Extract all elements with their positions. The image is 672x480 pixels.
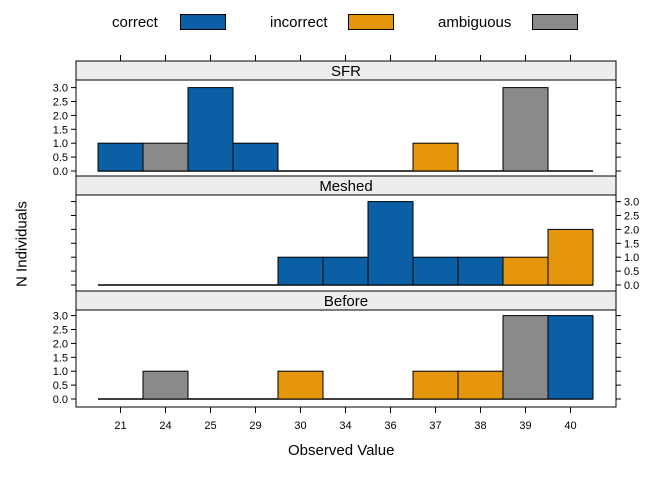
y-tick-label: 1.5 bbox=[53, 352, 68, 364]
bar bbox=[457, 370, 504, 400]
x-tick-label: 21 bbox=[114, 420, 126, 432]
panel-title: Meshed bbox=[319, 178, 372, 195]
y-tick-label: 1.0 bbox=[53, 138, 68, 150]
x-tick-label: 38 bbox=[474, 420, 486, 432]
bar bbox=[277, 256, 324, 286]
bar bbox=[502, 315, 549, 400]
y-tick-label: 0.5 bbox=[53, 380, 68, 392]
x-tick-label: 40 bbox=[564, 420, 576, 432]
y-tick-label: 0.0 bbox=[624, 280, 639, 292]
y-tick-label: 3.0 bbox=[624, 197, 639, 209]
panel-title: Before bbox=[324, 293, 368, 310]
panel-title: SFR bbox=[331, 63, 361, 80]
y-tick-label: 2.5 bbox=[624, 211, 639, 223]
bar bbox=[457, 256, 504, 286]
x-tick-label: 24 bbox=[159, 420, 171, 432]
legend-label-correct: correct bbox=[112, 14, 158, 31]
legend: correct incorrect ambiguous bbox=[0, 12, 672, 36]
legend-label-incorrect: incorrect bbox=[270, 14, 328, 31]
y-tick-label: 1.0 bbox=[624, 252, 639, 264]
bar bbox=[547, 228, 594, 286]
y-tick-label: 3.0 bbox=[53, 311, 68, 323]
bar bbox=[502, 256, 549, 286]
y-tick-label: 1.5 bbox=[624, 238, 639, 250]
legend-label-ambiguous: ambiguous bbox=[438, 14, 512, 31]
y-tick-label: 2.0 bbox=[53, 338, 68, 350]
x-tick-label: 39 bbox=[519, 420, 531, 432]
y-tick-label: 0.0 bbox=[53, 166, 68, 178]
y-tick-label: 0.5 bbox=[53, 152, 68, 164]
x-tick-label: 30 bbox=[294, 420, 306, 432]
bar bbox=[142, 370, 189, 400]
bar bbox=[142, 142, 189, 172]
bar bbox=[547, 315, 594, 400]
bar bbox=[97, 142, 144, 172]
bar bbox=[502, 87, 549, 172]
bar bbox=[277, 370, 324, 400]
x-tick-label: 34 bbox=[339, 420, 351, 432]
bar bbox=[412, 142, 459, 172]
y-tick-label: 3.0 bbox=[53, 83, 68, 95]
bar bbox=[367, 201, 414, 286]
bar bbox=[322, 256, 369, 286]
x-tick-label: 36 bbox=[384, 420, 396, 432]
bar bbox=[232, 142, 279, 172]
bar bbox=[187, 87, 234, 172]
x-tick-label: 25 bbox=[204, 420, 216, 432]
y-tick-label: 1.0 bbox=[53, 366, 68, 378]
bar bbox=[412, 370, 459, 400]
y-tick-label: 2.5 bbox=[53, 325, 68, 337]
legend-swatch-ambiguous bbox=[532, 14, 578, 30]
y-axis-title: N Individuals bbox=[13, 201, 31, 287]
y-tick-label: 0.0 bbox=[53, 394, 68, 406]
x-axis-title: Observed Value bbox=[288, 442, 395, 459]
legend-swatch-incorrect bbox=[348, 14, 394, 30]
y-tick-label: 2.5 bbox=[53, 97, 68, 109]
bar bbox=[412, 256, 459, 286]
y-tick-label: 2.0 bbox=[53, 110, 68, 122]
y-tick-label: 1.5 bbox=[53, 124, 68, 136]
legend-swatch-correct bbox=[180, 14, 226, 30]
x-tick-label: 37 bbox=[429, 420, 441, 432]
y-tick-label: 2.0 bbox=[624, 224, 639, 236]
y-tick-label: 0.5 bbox=[624, 266, 639, 278]
x-tick-label: 29 bbox=[249, 420, 261, 432]
